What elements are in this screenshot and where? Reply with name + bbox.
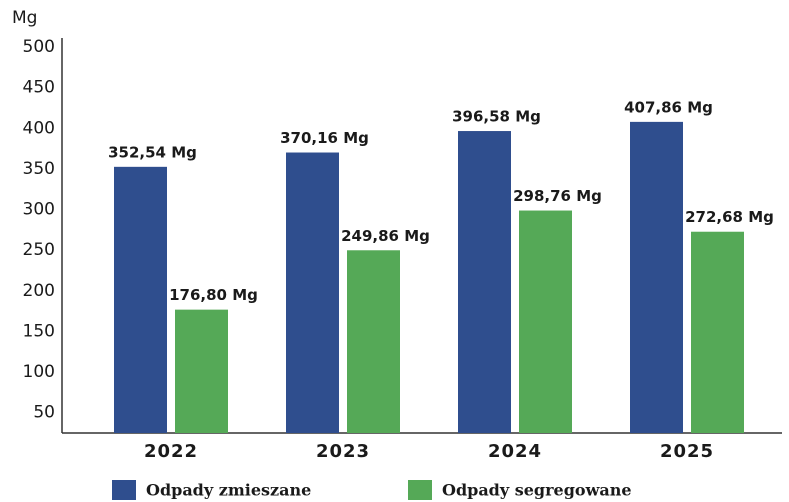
bar xyxy=(630,121,683,433)
y-tick-label: 400 xyxy=(23,118,55,138)
bar xyxy=(347,250,400,433)
x-tick-label: 2022 xyxy=(144,441,198,462)
y-tick-label: 200 xyxy=(23,281,55,301)
value-label: 249,86 Mg xyxy=(341,227,430,245)
y-tick-label: 100 xyxy=(23,362,55,382)
y-axis-label: Mg xyxy=(12,8,37,28)
bar xyxy=(458,131,511,433)
bar xyxy=(691,231,744,433)
x-tick-label: 2024 xyxy=(488,441,542,462)
x-tick-label: 2023 xyxy=(316,441,370,462)
value-label: 176,80 Mg xyxy=(169,286,258,304)
legend-label: Odpady zmieszane xyxy=(146,481,311,500)
value-label: 396,58 Mg xyxy=(452,108,541,126)
bar xyxy=(175,309,228,433)
value-label: 298,76 Mg xyxy=(513,187,602,205)
legend-label: Odpady segregowane xyxy=(442,481,632,500)
value-label: 352,54 Mg xyxy=(108,143,197,161)
legend-swatch xyxy=(112,480,136,500)
legend-swatch xyxy=(408,480,432,500)
bar xyxy=(519,210,572,433)
bar xyxy=(114,166,167,433)
value-label: 407,86 Mg xyxy=(624,98,713,116)
bar xyxy=(286,152,339,433)
y-tick-label: 500 xyxy=(23,37,55,57)
x-tick-label: 2025 xyxy=(660,441,714,462)
y-tick-label: 450 xyxy=(23,78,55,98)
y-tick-label: 300 xyxy=(23,200,55,220)
y-tick-label: 250 xyxy=(23,240,55,260)
y-tick-label: 350 xyxy=(23,159,55,179)
value-label: 272,68 Mg xyxy=(685,208,774,226)
y-tick-label: 50 xyxy=(33,403,55,423)
y-tick-label: 150 xyxy=(23,321,55,341)
value-label: 370,16 Mg xyxy=(280,129,369,147)
